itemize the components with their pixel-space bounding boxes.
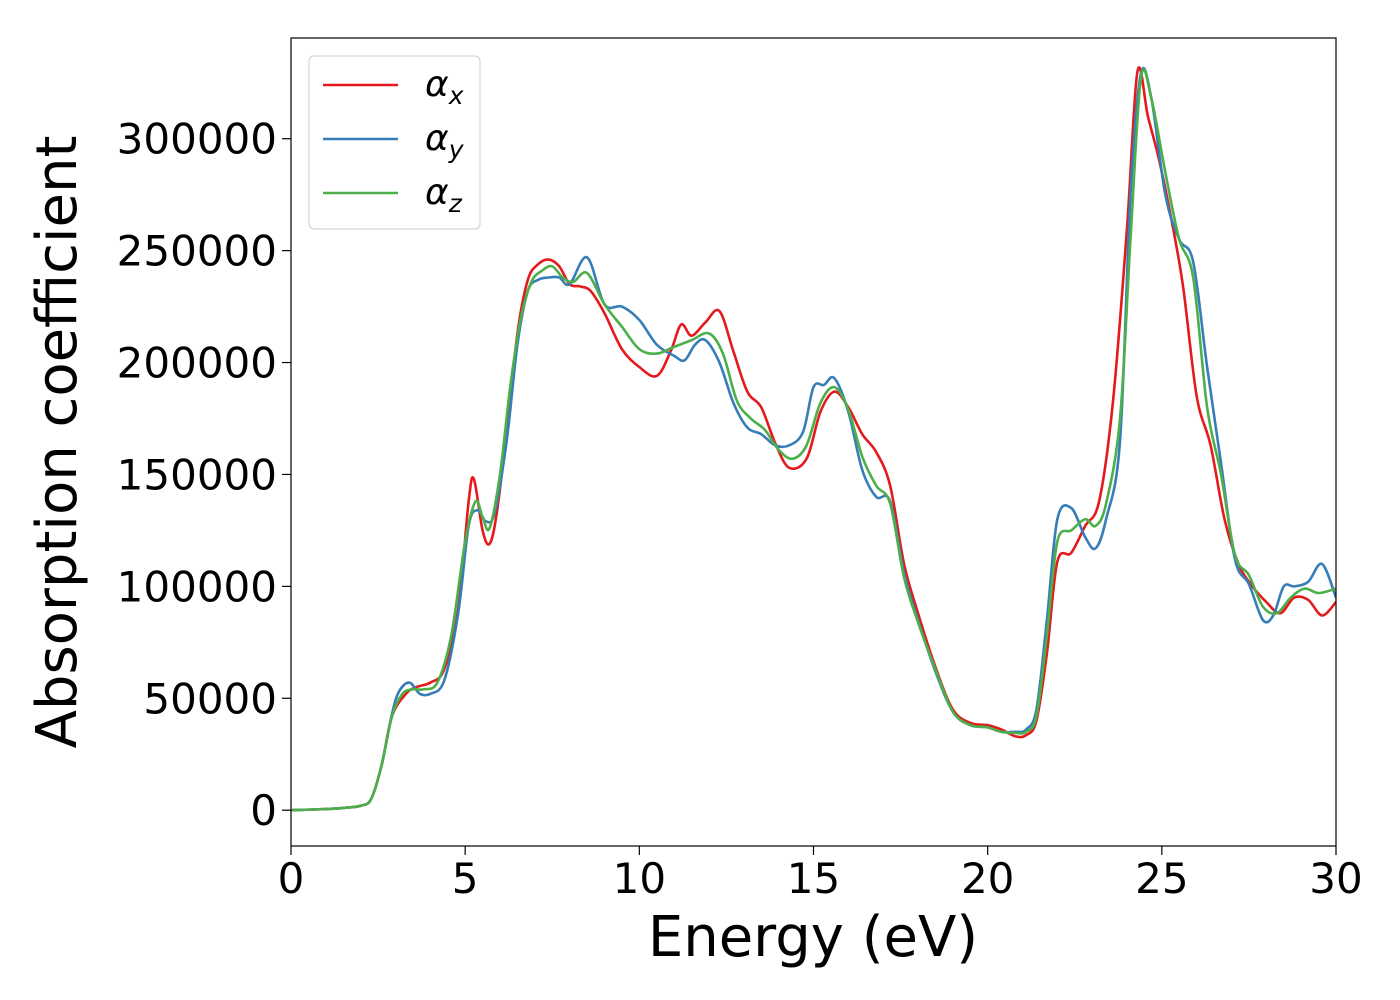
- x-tick-label: 20: [961, 854, 1014, 903]
- x-tick-label: 25: [1135, 854, 1188, 903]
- legend-items: αx αy αz: [323, 64, 465, 218]
- y-tick-label: 300000: [117, 115, 277, 164]
- legend-label-z: αz: [425, 172, 463, 218]
- y-tick-label: 150000: [117, 450, 277, 499]
- legend-label-y: αy: [425, 118, 465, 164]
- x-tick-label: 15: [787, 854, 840, 903]
- y-tick-label: 100000: [117, 562, 277, 611]
- x-tick-label: 30: [1309, 854, 1362, 903]
- y-tick-label: 200000: [117, 339, 277, 388]
- x-tick-label: 0: [278, 854, 305, 903]
- x-tick-label: 5: [452, 854, 479, 903]
- legend-box: [308, 55, 481, 230]
- legend: αx αy αz: [308, 55, 481, 230]
- series-line-x: [291, 66, 1336, 812]
- series-line-y: [291, 66, 1336, 812]
- y-axis-ticks: 0 50000 100000 150000 200000 250000 300000: [117, 115, 291, 835]
- x-axis-label: Energy (eV): [648, 905, 978, 970]
- x-axis-ticks: 0 5 10 15 20 25 30: [278, 846, 1363, 903]
- y-axis-label: Absorption coefficient: [25, 136, 90, 749]
- legend-label-x: αx: [425, 64, 464, 110]
- x-tick-label: 10: [613, 854, 666, 903]
- y-tick-label: 50000: [143, 674, 277, 723]
- series-line-z: [291, 68, 1336, 812]
- y-tick-label: 250000: [117, 227, 277, 276]
- series-layer: [291, 66, 1336, 812]
- y-tick-label: 0: [250, 786, 277, 835]
